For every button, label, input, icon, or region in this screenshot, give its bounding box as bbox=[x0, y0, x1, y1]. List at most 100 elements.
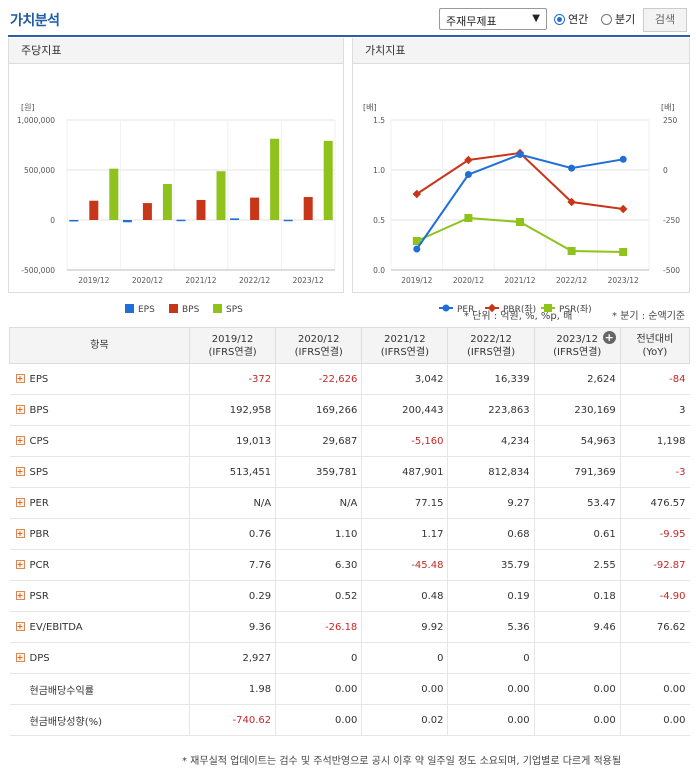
row-label[interactable]: + CPS bbox=[9, 425, 190, 457]
bar-bps bbox=[250, 197, 260, 220]
x-tick-label: 2020/12 bbox=[453, 276, 484, 285]
expand-icon[interactable]: + bbox=[15, 622, 25, 631]
row-label[interactable]: + PCR bbox=[9, 549, 190, 581]
value-title: 가치지표 bbox=[353, 38, 689, 64]
add-column-icon[interactable]: + bbox=[602, 331, 616, 344]
unit-note: * 단위 : 억원, %, %p, 배 bbox=[464, 311, 573, 322]
col-header-4: 2023/12 (IFRS연결) + bbox=[533, 327, 621, 364]
col-header-line: 2023/12 bbox=[556, 333, 598, 345]
table-cell bbox=[533, 642, 621, 674]
table-cell: 0.76 bbox=[188, 518, 276, 550]
table-row: 현금배당성향(%) -740.62 0.00 0.02 0.00 0.00 0.00 bbox=[9, 704, 690, 736]
radio-quarter[interactable]: 분기 bbox=[601, 11, 635, 27]
expand-icon[interactable]: + bbox=[15, 467, 25, 476]
table-cell: 230,169 bbox=[533, 394, 621, 426]
y-tick-label: 1,000,000 bbox=[17, 116, 55, 125]
table-row: + SPS 513,451 359,781 487,901 812,834 791,369-… bbox=[9, 456, 690, 488]
expand-icon[interactable]: + bbox=[15, 374, 25, 383]
table-cell: 223,863 bbox=[447, 394, 535, 426]
point-pbr bbox=[567, 197, 576, 207]
table-cell: 16,339 bbox=[447, 363, 535, 395]
table-cell bbox=[619, 642, 690, 674]
table-cell: 0.29 bbox=[188, 580, 276, 612]
table-cell: 0.00 bbox=[619, 704, 690, 736]
left-tick-label: 1.5 bbox=[373, 116, 385, 125]
row-label-text: EV/EBITDA bbox=[29, 621, 83, 633]
expand-icon[interactable]: + bbox=[15, 405, 25, 414]
row-label[interactable]: + PSR bbox=[9, 580, 190, 612]
table-cell: 791,369 bbox=[533, 456, 621, 488]
table-cell: 0.48 bbox=[361, 580, 448, 612]
row-label[interactable]: + SPS bbox=[9, 456, 190, 488]
legend-label: PSR(좌) bbox=[559, 304, 592, 315]
table-cell: 0.00 bbox=[447, 704, 535, 736]
expand-icon[interactable]: + bbox=[15, 560, 25, 569]
expand-icon[interactable]: + bbox=[15, 436, 25, 445]
table-cell: -3 bbox=[619, 456, 690, 488]
statement-select[interactable]: 주재무제표 ▼ bbox=[439, 8, 547, 30]
table-cell: 77.15 bbox=[361, 487, 448, 519]
col-header-line: 2019/12 bbox=[211, 333, 254, 345]
row-label-text: DPS bbox=[29, 652, 50, 664]
table-cell: 2.55 bbox=[533, 549, 621, 581]
row-label[interactable]: + EV/EBITDA bbox=[9, 611, 190, 643]
table-cell: -4.90 bbox=[619, 580, 690, 612]
table-cell: 19,013 bbox=[188, 425, 276, 457]
table-cell: 0 bbox=[275, 642, 362, 674]
x-tick-label: 2019/12 bbox=[401, 276, 432, 285]
expand-icon[interactable]: + bbox=[15, 591, 25, 600]
legend-swatch bbox=[125, 304, 134, 313]
search-button[interactable]: 검색 bbox=[643, 8, 687, 32]
header: 가치분석 주재무제표 ▼ 연간 분기 검색 bbox=[0, 0, 696, 37]
col-header-line: (IFRS연결) bbox=[208, 346, 257, 358]
table-row: + PBR 0.76 1.10 1.17 0.68 0.61 -9.95 bbox=[9, 518, 690, 550]
y-tick-label: 0 bbox=[50, 216, 55, 225]
legend-swatch bbox=[213, 304, 222, 313]
table-row: + PCR 7.76 6.30 -45.48 35.79 2.55 -92.87 bbox=[9, 549, 690, 581]
table-header-row: 항목 2019/12 (IFRS연결) 2020/12 (IFRS연결) 2021/12… bbox=[9, 327, 691, 364]
table-row: + EV/EBITDA 9.36 -26.18 9.92 5.36 9.46 76.62 bbox=[9, 611, 690, 643]
col-header-1: 2020/12 (IFRS연결) bbox=[275, 327, 363, 364]
left-tick-label: 0.5 bbox=[373, 216, 385, 225]
x-tick-label: 2019/12 bbox=[78, 276, 109, 285]
series-line-per bbox=[415, 153, 624, 250]
table-cell: 3 bbox=[619, 394, 690, 426]
legend-label: PBR(좌) bbox=[503, 304, 536, 315]
bar-eps bbox=[283, 219, 293, 222]
per-share-panel: 주당지표 [원] 1,000,000 500,000 0 -500,000 2019/12… bbox=[8, 38, 344, 315]
col-header-line: 2022/12 bbox=[470, 333, 512, 345]
value-panel: 가치지표 [배] [배] 1.5 1.0 0.5 0.0 250 0 -250 -500 2019/… bbox=[352, 38, 690, 315]
row-label-text: PCR bbox=[29, 559, 50, 571]
col-header-line: 2021/12 bbox=[384, 333, 426, 345]
point-per bbox=[413, 245, 421, 253]
left-tick-label: 0.0 bbox=[373, 266, 385, 275]
table-cell: 0.61 bbox=[533, 518, 621, 550]
header-divider bbox=[8, 35, 690, 37]
row-label[interactable]: + BPS bbox=[9, 394, 190, 426]
col-header-line: (IFRS연결) bbox=[466, 346, 516, 358]
row-label-text: PER bbox=[29, 497, 49, 509]
row-label: 현금배당성향(%) bbox=[9, 704, 190, 736]
row-label-text: BPS bbox=[29, 404, 49, 416]
table-cell: 359,781 bbox=[275, 456, 362, 488]
table-cell: 0.00 bbox=[533, 704, 621, 736]
row-label[interactable]: + EPS bbox=[9, 363, 190, 395]
x-tick-label: 2021/12 bbox=[504, 276, 535, 285]
table-cell: N/A bbox=[275, 487, 362, 519]
row-label: 현금배당수익률 bbox=[9, 673, 190, 705]
row-label[interactable]: + PER bbox=[9, 487, 190, 519]
row-label[interactable]: + PBR bbox=[9, 518, 190, 550]
radio-annual[interactable]: 연간 bbox=[554, 11, 588, 27]
expand-icon[interactable]: + bbox=[15, 653, 25, 662]
table-cell: -5,160 bbox=[361, 425, 448, 457]
point-psr bbox=[567, 247, 576, 255]
table-cell: 0.19 bbox=[447, 580, 535, 612]
table-cell: 812,834 bbox=[447, 456, 535, 488]
table-cell: 2,927 bbox=[188, 642, 276, 674]
expand-icon[interactable]: + bbox=[15, 498, 25, 507]
expand-icon[interactable]: + bbox=[15, 529, 25, 538]
page-title: 가치분석 bbox=[10, 13, 60, 29]
table-cell: 476.57 bbox=[619, 487, 690, 519]
row-label[interactable]: + DPS bbox=[9, 642, 190, 674]
table-cell: -9.95 bbox=[619, 518, 690, 550]
